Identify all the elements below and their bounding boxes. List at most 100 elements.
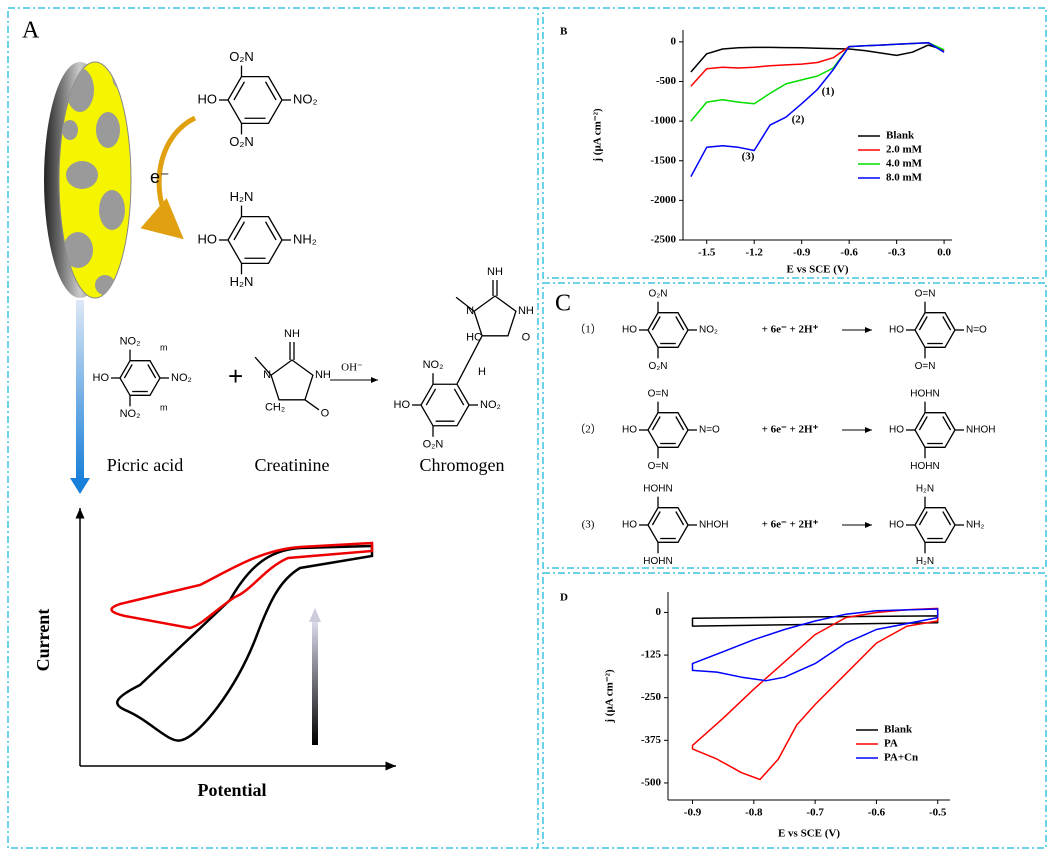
- compound-name: Creatinine: [255, 455, 330, 475]
- atom: NH: [518, 305, 534, 317]
- substituent: NHOH: [966, 425, 995, 436]
- ring: [914, 312, 956, 348]
- y-tick-label: -375: [641, 734, 662, 746]
- flow-arrow: [76, 300, 84, 480]
- y-axis-title: j (μA cm⁻²): [604, 669, 616, 724]
- bond: [942, 316, 952, 331]
- panel-frame: [542, 7, 1047, 279]
- atom: NH: [487, 266, 503, 278]
- legend-label: PA: [884, 738, 898, 750]
- legend-label: 4.0 mM: [886, 158, 923, 170]
- panel-frame: [542, 572, 1047, 849]
- step-label: （1）: [574, 323, 602, 336]
- bond: [675, 416, 685, 431]
- compound-name: Chromogen: [420, 455, 505, 475]
- atom: CH₂: [265, 402, 285, 414]
- x-axis-title: E vs SCE (V): [786, 264, 848, 276]
- ring: [420, 383, 470, 427]
- series-line: [691, 607, 939, 781]
- y-tick-label: -2000: [650, 194, 676, 206]
- substituent: HO: [622, 520, 637, 531]
- substituent: HO: [889, 520, 904, 531]
- panel-frame: [542, 282, 1047, 569]
- bond: [233, 221, 246, 241]
- y-tick-label: 0: [656, 606, 662, 618]
- substituent: O=N: [915, 288, 936, 299]
- substituent: O₂N: [423, 439, 444, 451]
- increase-arrow: [312, 620, 318, 745]
- x-tick-label: -0.5: [929, 807, 947, 819]
- reagents: + 6e⁻ + 2H⁺: [762, 424, 819, 436]
- charts: B0-500-1000-1500-2000-2500-1.5 -1.2 -0.9 -0…: [560, 26, 952, 840]
- ring: [473, 295, 517, 337]
- substituent: NO₂: [480, 399, 501, 411]
- y-tick-label: -500: [641, 776, 662, 788]
- atom: O: [321, 408, 330, 420]
- y-tick-label: -125: [641, 649, 662, 661]
- substituent: HOHN: [910, 461, 939, 472]
- substituent: HO: [198, 91, 218, 106]
- annotation: (2): [792, 114, 805, 126]
- atom: NH: [284, 328, 300, 340]
- bond: [942, 416, 952, 431]
- substituent: HO: [889, 425, 904, 436]
- bond: [123, 364, 133, 379]
- substituent: O₂N: [649, 361, 668, 372]
- mark-label: m: [160, 402, 168, 412]
- bond: [918, 316, 928, 331]
- x-tick-label: -0.8: [745, 807, 763, 819]
- legend-label: 2.0 mM: [886, 144, 923, 156]
- bond: [455, 296, 475, 312]
- flow-arrow-head: [70, 478, 90, 494]
- substituent: NO₂: [120, 408, 141, 420]
- substituent: H₂N: [230, 274, 254, 289]
- x-tick-label: -0.9: [793, 247, 811, 259]
- panel-label: A: [22, 18, 40, 44]
- substituent: NH₂: [966, 520, 984, 531]
- mark-label: m: [160, 342, 168, 352]
- substituent: HO: [622, 325, 637, 336]
- series-line: [690, 41, 945, 177]
- sketch-curve: [110, 541, 374, 630]
- step-label: (3): [582, 519, 595, 531]
- increase-arrow-head: [309, 608, 321, 622]
- bond: [254, 356, 272, 376]
- plus-sign: +: [228, 361, 243, 391]
- y-tick-label: -1000: [650, 115, 676, 127]
- ring: [647, 412, 689, 448]
- reagents: + 6e⁻ + 2H⁺: [762, 519, 819, 531]
- substituent: O₂N: [229, 49, 254, 64]
- series-line: [691, 615, 939, 627]
- substituent: N=O: [699, 425, 720, 436]
- atom: O: [522, 332, 531, 344]
- panel-frame: [7, 7, 539, 849]
- substituent: N=O: [966, 325, 987, 336]
- atom: NH: [315, 369, 331, 381]
- sketch-curve: [116, 544, 374, 742]
- ring: [227, 215, 283, 265]
- substituent: O=N: [648, 388, 669, 399]
- x-tick-label: -0.9: [684, 807, 702, 819]
- series-line: [691, 608, 939, 682]
- ring: [647, 312, 689, 348]
- ring: [119, 360, 161, 396]
- ring: [647, 507, 689, 543]
- substituent: NO₂: [699, 325, 718, 336]
- annotation: (1): [822, 86, 835, 98]
- substituent: NHOH: [699, 520, 728, 531]
- substituent: NO₂: [423, 359, 444, 371]
- series-line: [690, 44, 945, 73]
- y-tick-label: -250: [641, 691, 662, 703]
- reagent: OH⁻: [341, 362, 363, 374]
- electron-label: e⁻: [150, 167, 170, 187]
- substituent: NO₂: [120, 336, 141, 348]
- substituent: NO₂: [293, 91, 318, 106]
- step-label: （2）: [574, 423, 602, 436]
- substituent: O=N: [648, 461, 669, 472]
- bond: [264, 221, 277, 241]
- substituent: HO: [93, 372, 110, 384]
- bond: [453, 388, 465, 406]
- x-tick-label: -0.6: [840, 247, 858, 259]
- legend-label: Blank: [886, 130, 915, 142]
